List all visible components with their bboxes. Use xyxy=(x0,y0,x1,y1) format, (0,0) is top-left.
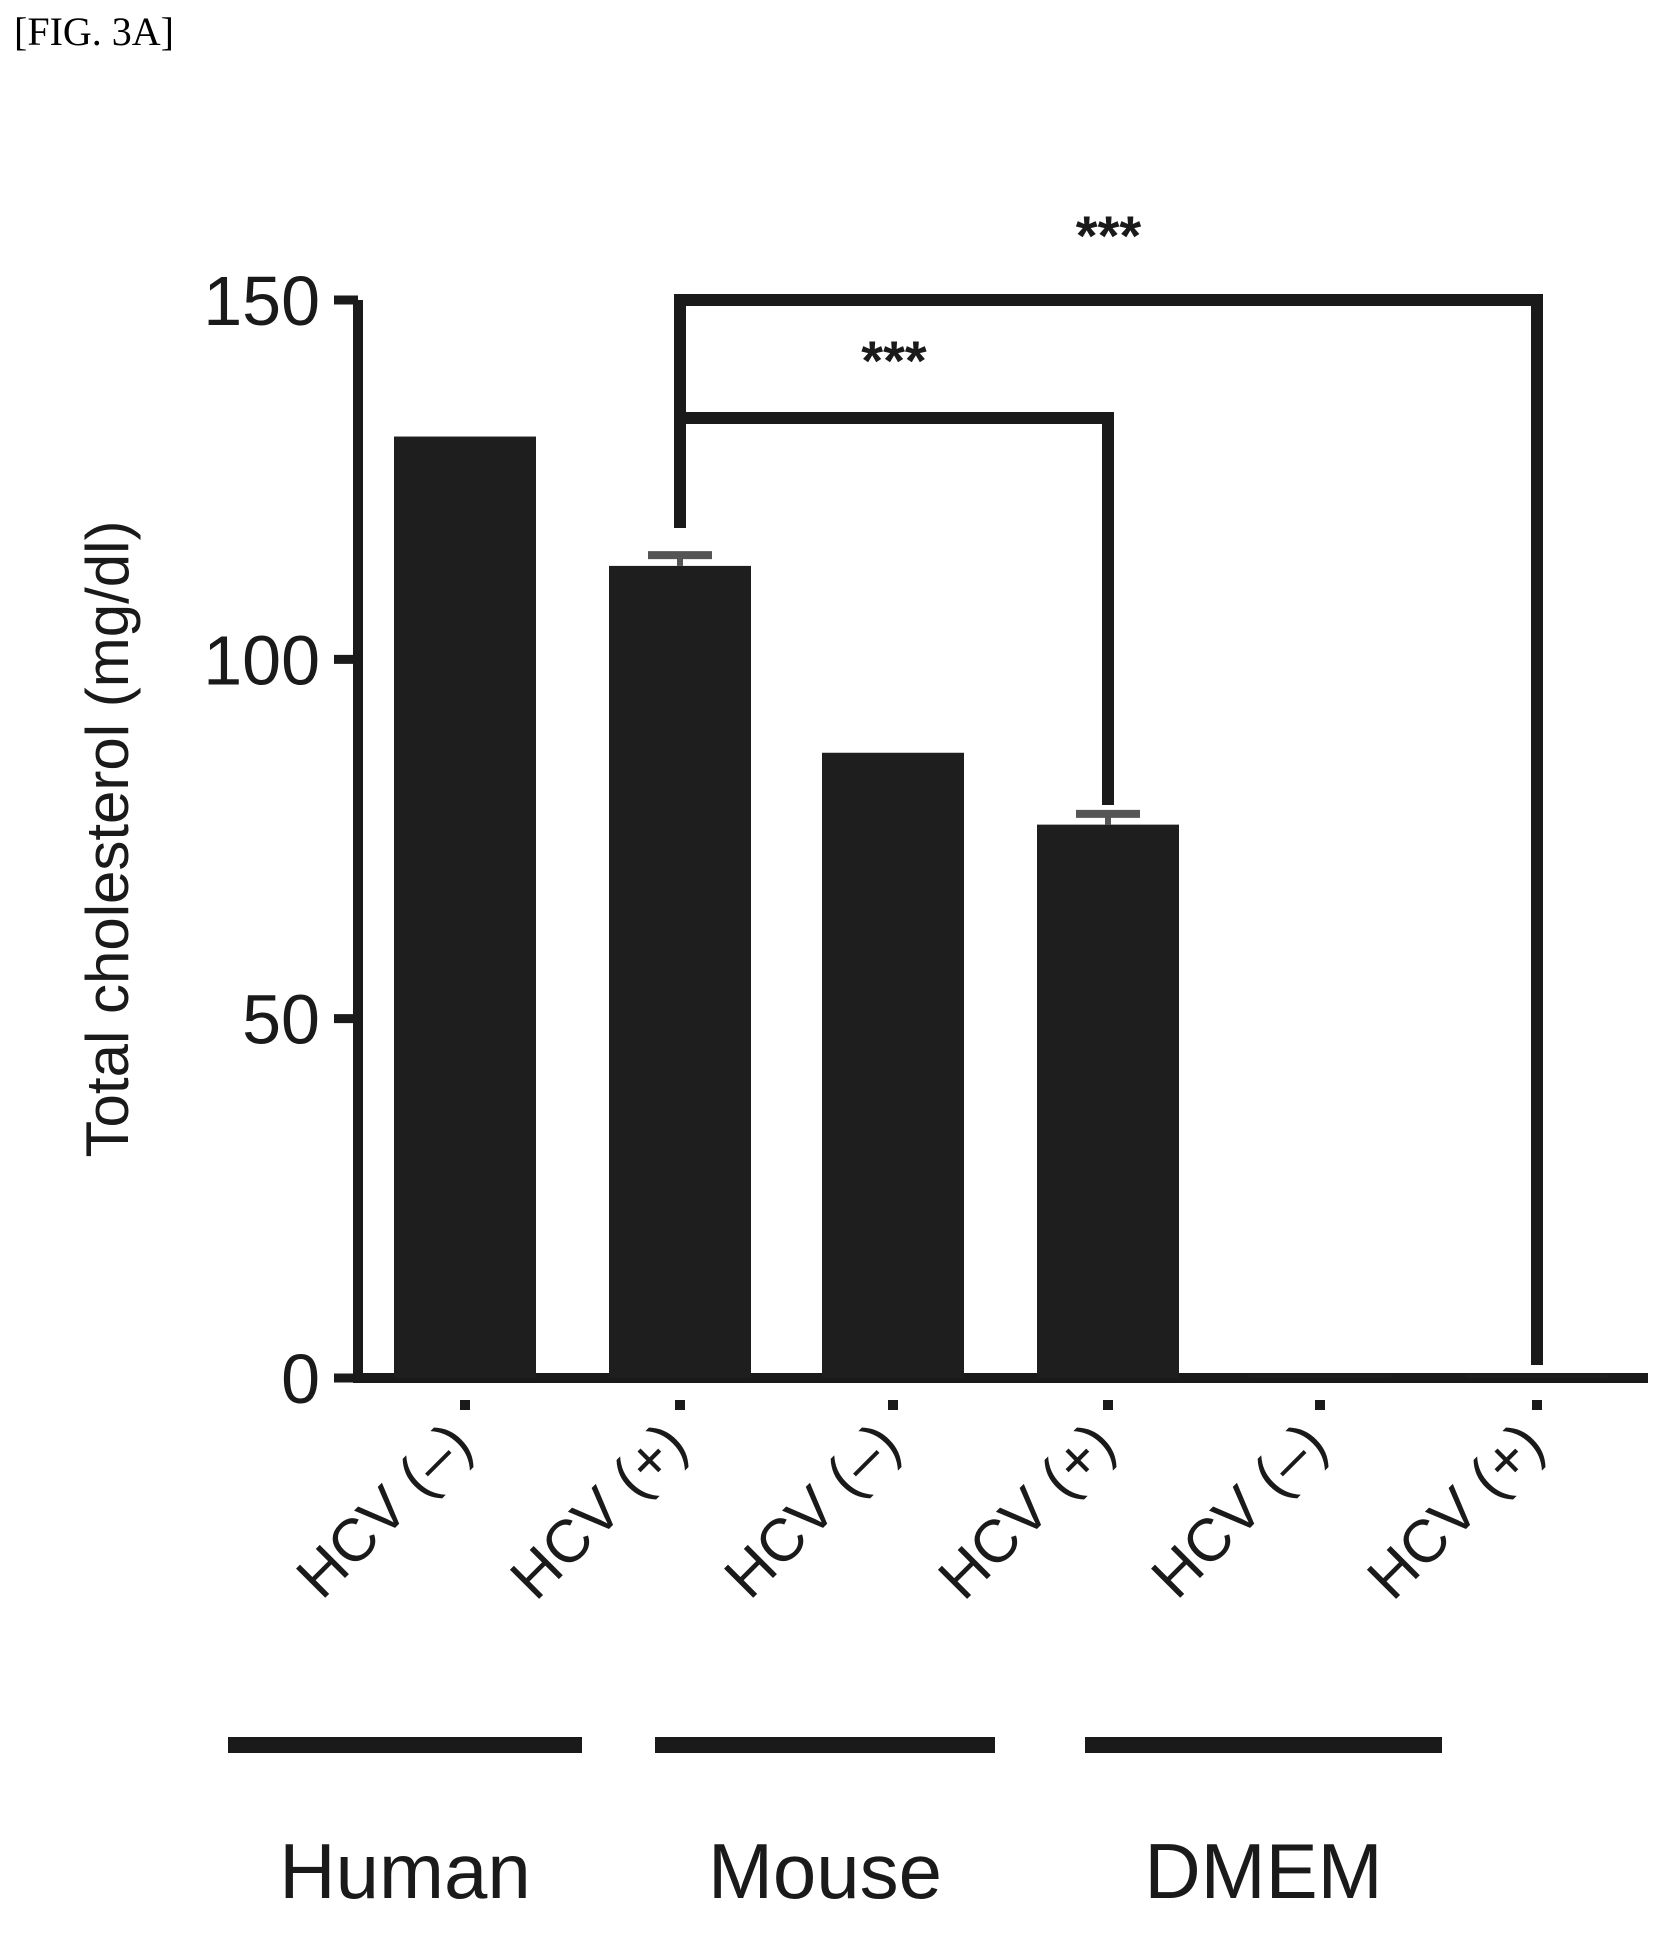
category-label: HCV (–) xyxy=(712,1410,913,1611)
y-tick-label: 150 xyxy=(203,262,320,340)
bar xyxy=(1466,1374,1608,1378)
category-label: HCV (–) xyxy=(284,1410,485,1611)
significance-label: *** xyxy=(1076,204,1142,267)
x-tick xyxy=(1103,1400,1113,1410)
significance-label: *** xyxy=(861,329,927,392)
bar xyxy=(1037,825,1179,1378)
x-tick xyxy=(1315,1400,1325,1410)
y-tick-label: 50 xyxy=(242,981,320,1059)
bar xyxy=(822,753,964,1378)
chart-labels: HCV (–)HCV (+)HCV (–)HCV (+)HCV (–)HCV (… xyxy=(228,1410,1556,1915)
category-label: HCV (+) xyxy=(925,1410,1127,1612)
group-label: DMEM xyxy=(1144,1827,1382,1915)
category-label: HCV (+) xyxy=(1354,1410,1556,1612)
y-tick-label: 100 xyxy=(203,621,320,699)
category-label: HCV (–) xyxy=(1139,1410,1340,1611)
category-label: HCV (+) xyxy=(497,1410,699,1612)
bar xyxy=(1249,1374,1391,1378)
x-tick xyxy=(888,1400,898,1410)
group-label: Mouse xyxy=(708,1827,942,1915)
chart-bars xyxy=(394,437,1608,1378)
bar xyxy=(394,437,536,1378)
x-tick xyxy=(675,1400,685,1410)
y-tick-label: 0 xyxy=(281,1340,320,1418)
x-tick xyxy=(460,1400,470,1410)
group-label: Human xyxy=(279,1827,530,1915)
x-tick xyxy=(1532,1400,1542,1410)
bar xyxy=(609,566,751,1378)
y-axis-title: Total cholesterol (mg/dl) xyxy=(74,521,141,1158)
